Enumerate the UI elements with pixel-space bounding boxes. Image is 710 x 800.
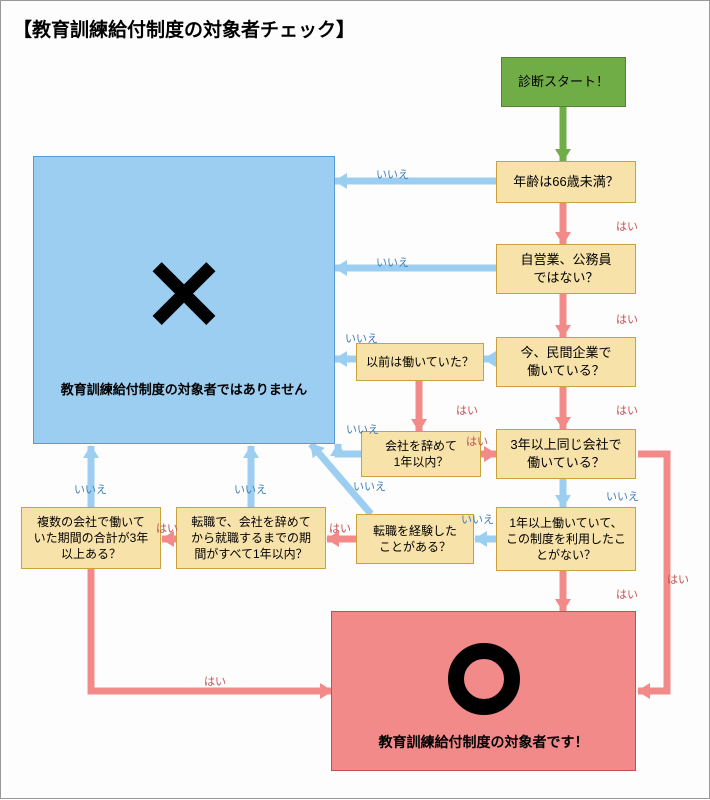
edge-label-q_quit1y-no_box: いいえ	[346, 421, 379, 437]
edge-label-q_gap1y-no_box: いいえ	[234, 481, 267, 497]
node-q_tensyoku: 転職を経験した ことがある？	[356, 514, 474, 564]
node-q_3yr: 3年以上同じ会社で 働いている？	[496, 429, 636, 479]
edge-label-q_multi3y-no_box: いいえ	[74, 481, 107, 497]
yes-box-text: 教育訓練給付制度の対象者です！	[379, 733, 589, 752]
no-box-text: 教育訓練給付制度の対象者ではありません	[61, 381, 308, 399]
node-label: 自営業、公務員 ではない？	[520, 251, 611, 286]
node-label: 以前は働いていた？	[366, 354, 474, 370]
node-start: 診断スタート！	[501, 57, 626, 107]
node-label: 転職で、会社を辞めて から就職するまでの期 間がすべて1年以内？	[191, 514, 311, 563]
node-q_quit1y: 会社を辞めて 1年以内？	[361, 431, 481, 477]
edge-label-q_self-q_now: はい	[616, 311, 638, 327]
edge-label-q_self-no_box: いいえ	[376, 254, 409, 270]
edge-label-q_3yr-yes_box: はい	[667, 571, 689, 587]
edge-label-q_3yr-q_1yr: いいえ	[606, 488, 639, 504]
page-title: 【教育訓練給付制度の対象者チェック】	[13, 15, 355, 42]
node-q_age: 年齢は66歳未満？	[496, 161, 636, 203]
edge-label-q_age-q_self: はい	[616, 218, 638, 234]
node-q_self: 自営業、公務員 ではない？	[496, 244, 636, 294]
node-q_1yr: 1年以上働いていて、 この制度を利用したこ とがない？	[496, 507, 636, 571]
edge-label-q_now-q_before: いいえ	[345, 330, 378, 346]
node-label: 年齢は66歳未満？	[513, 173, 618, 191]
node-label: 診断スタート！	[518, 73, 609, 91]
o-mark-icon	[448, 643, 520, 715]
edge-label-q_1yr-yes_box: はい	[616, 586, 638, 602]
x-mark-icon: ✕	[142, 246, 226, 346]
edge-q_quit1y-no_box	[338, 444, 361, 454]
edge-label-q_1yr-q_tensyoku: いいえ	[461, 511, 494, 527]
edge-q_3yr-yes_box	[638, 454, 667, 691]
edge-label-q_tensyoku-q_gap1y: はい	[329, 520, 351, 536]
node-label: 複数の会社で働いて いた期間の合計が3年 以上ある？	[34, 514, 149, 563]
edge-label-q_age-no_box: いいえ	[376, 166, 409, 182]
edge-label-q_quit1y-q_3yr: はい	[466, 433, 488, 449]
node-label: 3年以上同じ会社で 働いている？	[510, 436, 621, 471]
node-q_multi3y: 複数の会社で働いて いた期間の合計が3年 以上ある？	[21, 507, 161, 569]
node-q_now: 今、民間企業で 働いている？	[496, 337, 636, 387]
edge-label-q_before-q_quit1y: はい	[456, 402, 478, 418]
node-label: 会社を辞めて 1年以内？	[385, 438, 457, 470]
diagram-frame: 【教育訓練給付制度の対象者チェック】 診断スタート！ 年齢は66歳未満？ 自営業、公…	[0, 0, 710, 799]
edge-label-q_tensyoku-no_box: いいえ	[353, 478, 386, 494]
node-q_before: 以前は働いていた？	[356, 343, 484, 381]
node-label: 1年以上働いていて、 この制度を利用したこ とがない？	[506, 515, 626, 564]
node-label: 転職を経験した ことがある？	[373, 523, 457, 555]
node-q_gap1y: 転職で、会社を辞めて から就職するまでの期 間がすべて1年以内？	[176, 507, 326, 569]
node-label: 今、民間企業で 働いている？	[520, 344, 611, 379]
node-no-box: ✕ 教育訓練給付制度の対象者ではありません	[33, 156, 335, 444]
edge-label-q_now-q_3yr: はい	[616, 402, 638, 418]
node-yes-box: 教育訓練給付制度の対象者です！	[331, 611, 636, 771]
edge-label-q_gap1y-q_multi3y: はい	[156, 520, 178, 536]
edge-label-q_multi3y-yes_box: はい	[204, 673, 226, 689]
